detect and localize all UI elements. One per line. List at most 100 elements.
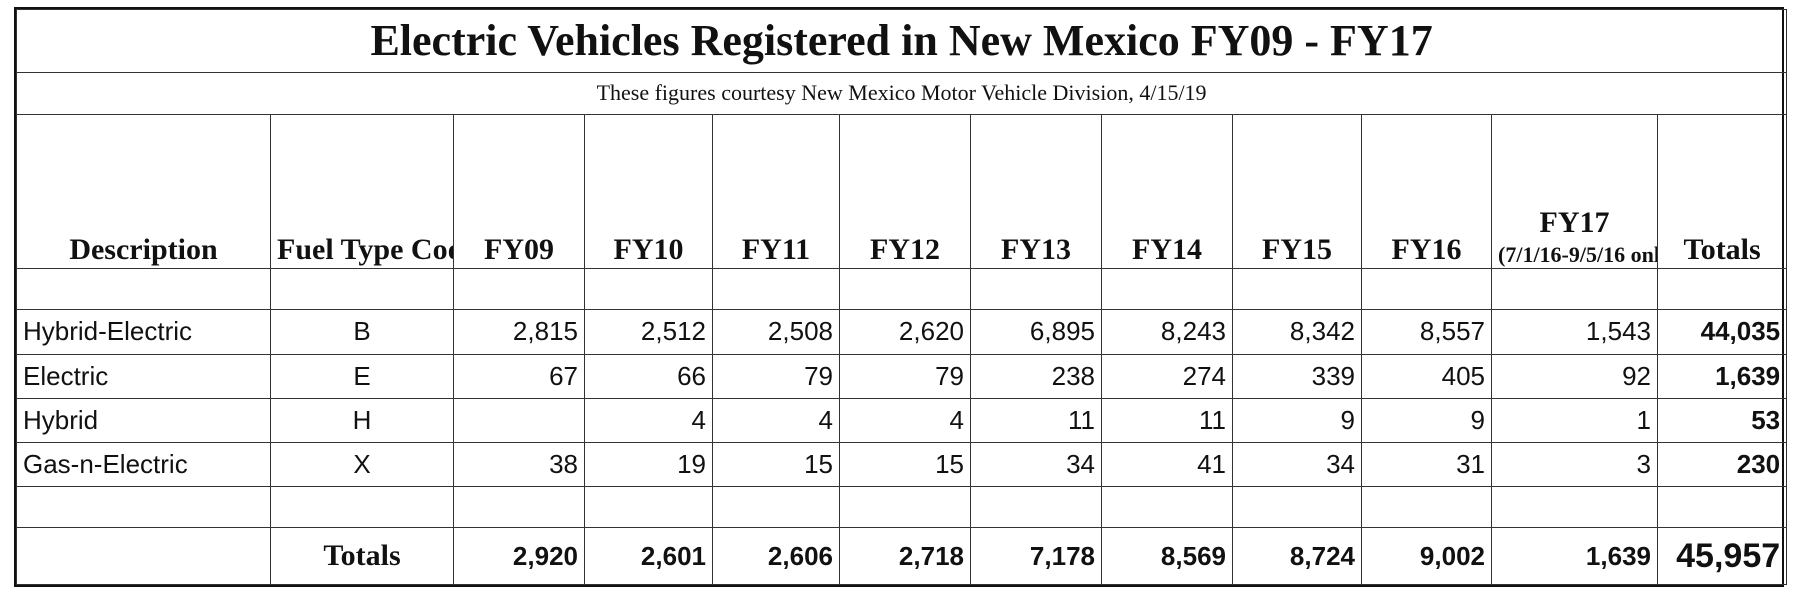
row-value-cell: 2,815 <box>453 309 585 355</box>
header-fy12: FY12 <box>839 113 971 270</box>
table-row: Hybrid-Electric B 2,815 2,512 2,508 2,620 6,89… <box>16 309 1788 355</box>
subtitle-row: These figures courtesy New Mexico Motor … <box>15 71 1788 115</box>
header-fuel-type-code: Fuel Type Code <box>270 113 454 270</box>
spacer-row <box>16 268 1788 311</box>
column-total-cell: 7,178 <box>970 527 1102 585</box>
empty-cell <box>970 268 1102 311</box>
empty-cell <box>1656 486 1788 529</box>
row-value-cell: 31 <box>1361 441 1492 488</box>
row-fuel-type-code: E <box>270 353 454 399</box>
row-value-cell <box>453 397 585 444</box>
document-subtitle: These figures courtesy New Mexico Motor … <box>15 71 1788 115</box>
row-value-cell: 9 <box>1361 397 1492 444</box>
row-value-cell: 92 <box>1491 353 1658 399</box>
grand-total-cell: 45,957 <box>1656 527 1788 585</box>
row-value-cell: 19 <box>584 441 713 488</box>
row-value-cell: 4 <box>839 397 971 444</box>
column-total-cell: 8,724 <box>1232 527 1362 585</box>
row-description: Hybrid-Electric <box>16 309 271 355</box>
row-value-cell: 34 <box>1232 441 1362 488</box>
row-value-cell: 67 <box>453 353 585 399</box>
column-total-cell: 1,639 <box>1491 527 1658 585</box>
header-fy17-note: (7/1/16-9/5/16 only) <box>1498 241 1657 267</box>
empty-cell <box>16 486 271 529</box>
title-row: Electric Vehicles Registered in New Mexi… <box>15 9 1788 73</box>
row-value-cell: 15 <box>839 441 971 488</box>
header-row: Description Fuel Type Code FY09 FY10 FY1… <box>16 113 1788 270</box>
row-total-cell: 230 <box>1656 441 1788 488</box>
row-description: Electric <box>16 353 271 399</box>
row-value-cell: 79 <box>712 353 840 399</box>
row-value-cell: 79 <box>839 353 971 399</box>
row-value-cell: 1 <box>1491 397 1658 444</box>
row-value-cell: 2,512 <box>584 309 713 355</box>
report-frame: Electric Vehicles Registered in New Mexi… <box>14 7 1788 587</box>
empty-cell <box>1101 268 1233 311</box>
empty-cell <box>839 486 971 529</box>
totals-label: Totals <box>270 527 454 585</box>
row-value-cell: 3 <box>1491 441 1658 488</box>
row-value-cell: 238 <box>970 353 1102 399</box>
row-fuel-type-code: B <box>270 309 454 355</box>
row-fuel-type-code: X <box>270 441 454 488</box>
column-total-cell: 2,718 <box>839 527 971 585</box>
header-fy13: FY13 <box>970 113 1102 270</box>
header-fy17-label: FY17 <box>1539 205 1610 239</box>
row-value-cell: 339 <box>1232 353 1362 399</box>
header-fy09: FY09 <box>453 113 585 270</box>
row-value-cell: 34 <box>970 441 1102 488</box>
row-value-cell: 2,508 <box>712 309 840 355</box>
empty-cell <box>270 486 454 529</box>
document-title: Electric Vehicles Registered in New Mexi… <box>15 9 1788 73</box>
empty-cell <box>839 268 971 311</box>
table-row: Electric E 67 66 79 79 238 274 339 405 92 1,639 <box>16 353 1788 399</box>
row-value-cell: 1,543 <box>1491 309 1658 355</box>
empty-cell <box>1361 486 1492 529</box>
header-fy10: FY10 <box>584 113 713 270</box>
empty-cell <box>16 527 271 585</box>
row-value-cell: 274 <box>1101 353 1233 399</box>
row-value-cell: 66 <box>584 353 713 399</box>
header-description: Description <box>16 113 271 270</box>
column-total-cell: 2,606 <box>712 527 840 585</box>
row-value-cell: 11 <box>970 397 1102 444</box>
header-fy11: FY11 <box>712 113 840 270</box>
empty-cell <box>270 268 454 311</box>
row-value-cell: 405 <box>1361 353 1492 399</box>
row-value-cell: 38 <box>453 441 585 488</box>
empty-cell <box>453 268 585 311</box>
row-value-cell: 8,243 <box>1101 309 1233 355</box>
row-value-cell: 41 <box>1101 441 1233 488</box>
row-description: Hybrid <box>16 397 271 444</box>
row-total-cell: 1,639 <box>1656 353 1788 399</box>
table-row: Hybrid H 4 4 4 11 11 9 9 1 53 <box>16 397 1788 444</box>
empty-cell <box>16 268 271 311</box>
row-value-cell: 4 <box>584 397 713 444</box>
header-fy17: FY17 (7/1/16-9/5/16 only) <box>1491 113 1658 270</box>
empty-cell <box>1232 268 1362 311</box>
empty-cell <box>1491 268 1658 311</box>
data-rows: Hybrid-Electric B 2,815 2,512 2,508 2,620 6,89… <box>16 309 1788 488</box>
row-value-cell: 9 <box>1232 397 1362 444</box>
empty-cell <box>1361 268 1492 311</box>
empty-cell <box>970 486 1102 529</box>
column-total-cell: 8,569 <box>1101 527 1233 585</box>
column-total-cell: 2,601 <box>584 527 713 585</box>
row-value-cell: 11 <box>1101 397 1233 444</box>
empty-cell <box>1101 486 1233 529</box>
spacer-row <box>16 486 1788 529</box>
empty-cell <box>712 268 840 311</box>
row-value-cell: 4 <box>712 397 840 444</box>
empty-cell <box>453 486 585 529</box>
table-row: Gas-n-Electric X 38 19 15 15 34 41 34 31 3 230 <box>16 441 1788 488</box>
empty-cell <box>1491 486 1658 529</box>
empty-cell <box>1656 268 1788 311</box>
row-value-cell: 8,342 <box>1232 309 1362 355</box>
empty-cell <box>1232 486 1362 529</box>
column-total-cell: 2,920 <box>453 527 585 585</box>
ev-registration-table: Electric Vehicles Registered in New Mexi… <box>15 9 1788 585</box>
row-total-cell: 44,035 <box>1656 309 1788 355</box>
row-value-cell: 2,620 <box>839 309 971 355</box>
row-value-cell: 8,557 <box>1361 309 1492 355</box>
empty-cell <box>584 486 713 529</box>
